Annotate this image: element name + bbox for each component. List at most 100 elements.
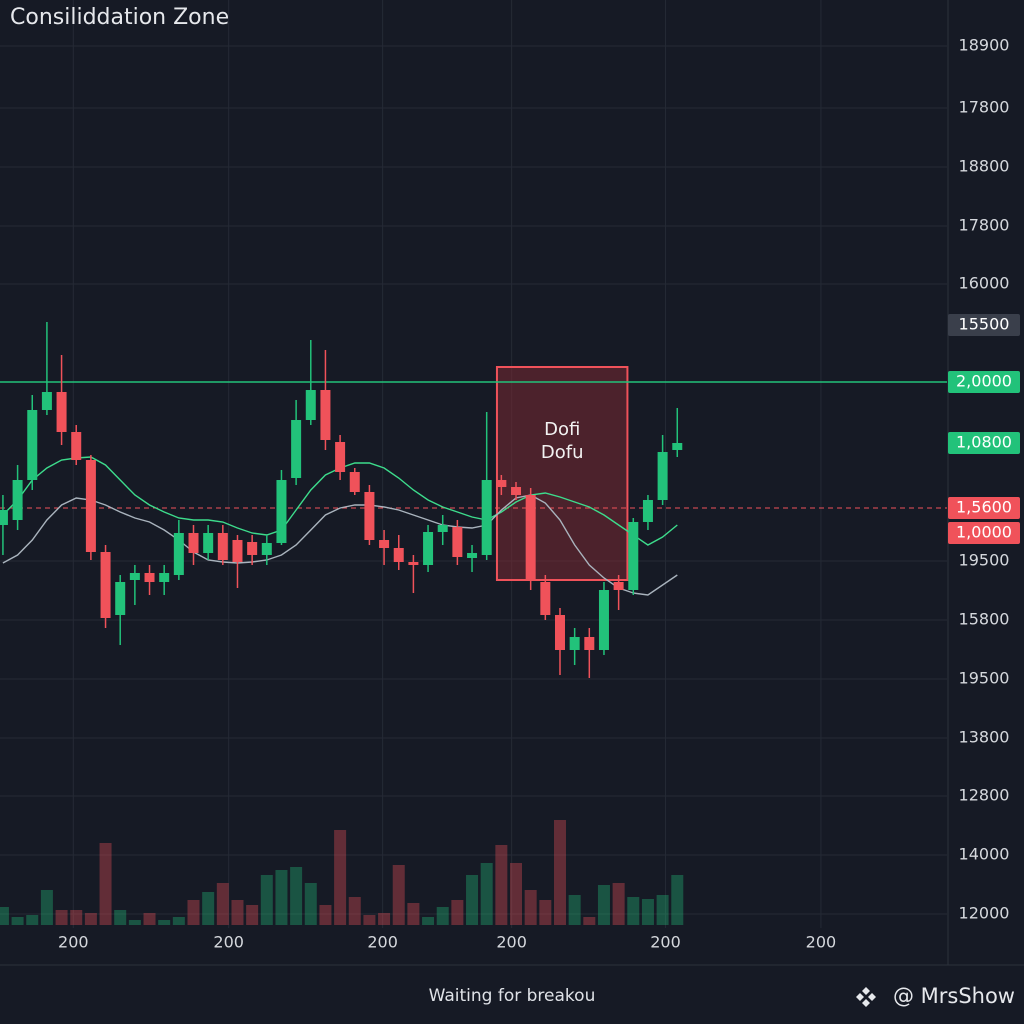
y-tick-label: 18900 [959,36,1010,55]
candle-body [247,542,258,555]
price-tag-label: 2,0000 [956,372,1012,391]
price-tag [948,371,1020,393]
volume-bar [656,895,669,925]
volume-bar [11,917,24,925]
candle-body [159,573,170,582]
volume-bar [612,883,625,925]
y-tick-label: 19500 [959,669,1010,688]
candle-body [628,522,639,590]
candle-body [657,452,668,500]
volume-bar [451,900,464,925]
candle-body [554,615,565,650]
volume-bar [187,900,200,925]
candle-body [56,392,67,432]
candle-body [393,548,404,562]
candle-body [379,540,390,548]
price-tag [948,497,1020,519]
volume-bar [495,845,508,925]
candle-body [408,562,419,565]
volume-bar [290,867,303,925]
volume-bar [319,905,332,925]
volume-bar [143,913,156,925]
volume-bar [114,910,127,925]
volume-bar [26,915,39,925]
volume-bar [553,820,566,925]
volume-bar [524,890,537,925]
consolidation-zone [495,366,629,581]
candle-body [261,543,272,555]
y-tick-label: 19500 [959,551,1010,570]
volume-bar [436,907,449,925]
x-tick-label: 200 [650,933,681,952]
candle-body [115,582,126,615]
price-tag-label: 1,0800 [956,433,1012,452]
candle-body [613,582,624,590]
volume-bar [246,905,259,925]
volume-bar [0,907,9,925]
volume-bar [158,920,171,925]
moving-average [2,494,678,596]
candle-body [481,480,492,555]
candle-body [525,495,536,580]
volume-bar [539,900,552,925]
candle-body [364,492,375,540]
candle-body [188,533,199,553]
price-tag [948,432,1020,454]
y-tick-label: 12000 [959,904,1010,923]
volume-bar [348,897,361,925]
watermark: @ MrsShow [893,984,1015,1008]
candle-body [276,480,287,543]
candle-body [217,533,228,560]
price-tag-label: 15500 [959,315,1010,334]
volume-bar [231,900,244,925]
candle-body [85,460,96,552]
volume-bar [55,910,68,925]
volume-bar [99,843,112,925]
y-tick-label: 17800 [959,98,1010,117]
volume-bar [466,875,479,925]
candle-body [129,573,140,580]
price-tag [948,522,1020,544]
candle-body [203,533,214,553]
candle-body [437,525,448,532]
y-tick-label: 16000 [959,274,1010,293]
price-tag-label: 1,0000 [956,523,1012,542]
volume-bar [407,903,420,925]
candle-body [12,480,23,520]
candle-body [598,590,609,650]
x-tick-label: 200 [213,933,244,952]
x-tick-label: 200 [367,933,398,952]
candle-body [0,510,8,525]
volume-bar [378,913,391,925]
candle-body [423,532,434,565]
zone-label: Dofi Dofu [541,419,584,463]
candle-body [71,432,82,460]
x-tick-label: 200 [806,933,837,952]
candle-body [335,442,346,472]
candle-body [27,410,38,480]
y-tick-label: 15800 [959,610,1010,629]
volume-bar [641,899,654,925]
candle-body [569,637,580,650]
price-tag [948,314,1020,336]
grid [0,0,947,928]
candle-body [349,472,360,492]
volume-bar [304,883,317,925]
candle-body [540,582,551,615]
candle-body [511,487,522,495]
y-tick-label: 12800 [959,786,1010,805]
y-tick-label: 17800 [959,216,1010,235]
volume-bar [84,913,97,925]
volume-bar [568,895,581,925]
x-tick-label: 200 [496,933,527,952]
candle-body [232,540,243,562]
plot: Dofi Dofu [0,322,947,925]
volume-bar [260,875,273,925]
volume-bar [392,865,405,925]
y-tick-label: 14000 [959,845,1010,864]
candle-body [496,480,507,487]
candle-body [100,552,111,618]
volume-bar [583,917,596,925]
volume-bar [202,892,215,925]
